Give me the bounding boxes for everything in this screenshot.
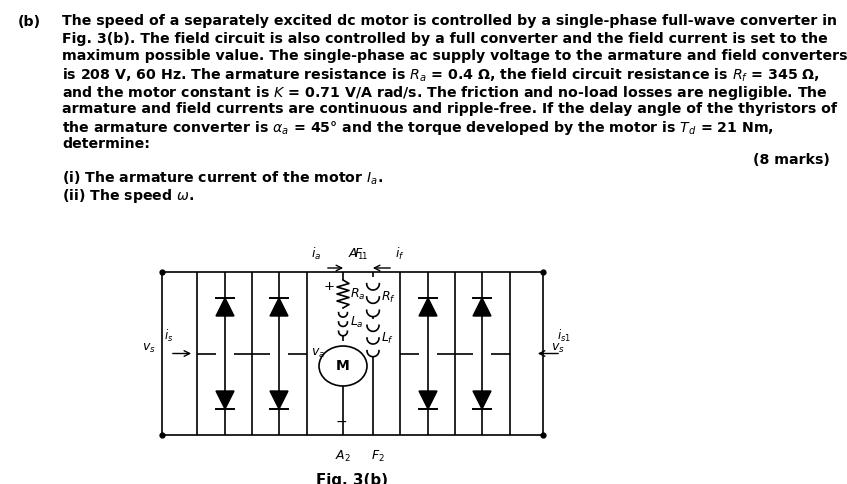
Text: $R_f$: $R_f$ (381, 289, 396, 304)
Text: $i_s$: $i_s$ (164, 329, 174, 345)
Text: armature and field currents are continuous and ripple-free. If the delay angle o: armature and field currents are continuo… (62, 102, 837, 116)
Text: $R_a$: $R_a$ (350, 287, 365, 302)
Text: Fig. 3(b). The field circuit is also controlled by a full converter and the fiel: Fig. 3(b). The field circuit is also con… (62, 31, 828, 45)
Text: $v_a$: $v_a$ (311, 347, 325, 360)
Text: (i) The armature current of the motor $I_a$.: (i) The armature current of the motor $I… (62, 170, 383, 187)
Text: Fig. 3(b): Fig. 3(b) (317, 473, 389, 484)
Text: $v_s$: $v_s$ (551, 342, 565, 355)
Text: $L_f$: $L_f$ (381, 331, 394, 346)
Polygon shape (419, 391, 437, 409)
Text: (ii) The speed $\omega$.: (ii) The speed $\omega$. (62, 187, 194, 205)
Text: (b): (b) (18, 15, 42, 29)
Text: the armature converter is $\alpha_a$ = 45° and the torque developed by the motor: the armature converter is $\alpha_a$ = 4… (62, 119, 774, 137)
Text: $v_s$: $v_s$ (142, 342, 156, 355)
Text: is 208 V, 60 Hz. The armature resistance is $R_a$ = 0.4 Ω, the field circuit res: is 208 V, 60 Hz. The armature resistance… (62, 66, 820, 84)
Text: $F_2$: $F_2$ (371, 449, 385, 464)
Polygon shape (270, 391, 288, 409)
Text: $i_{s1}$: $i_{s1}$ (557, 329, 571, 345)
Polygon shape (473, 298, 491, 316)
Text: −: − (335, 415, 346, 429)
Text: determine:: determine: (62, 136, 150, 151)
Text: +: + (324, 280, 335, 293)
Polygon shape (216, 298, 234, 316)
Polygon shape (473, 391, 491, 409)
Text: (8 marks): (8 marks) (753, 153, 830, 167)
Polygon shape (270, 298, 288, 316)
Text: The speed of a separately excited dc motor is controlled by a single-phase full-: The speed of a separately excited dc mot… (62, 14, 837, 28)
Text: $i_a$: $i_a$ (311, 246, 321, 262)
Text: $F_1$: $F_1$ (354, 247, 368, 262)
Text: $A_2$: $A_2$ (335, 449, 351, 464)
Text: $A_1$: $A_1$ (348, 247, 364, 262)
Polygon shape (216, 391, 234, 409)
Text: $i_f$: $i_f$ (395, 246, 405, 262)
Text: maximum possible value. The single-phase ac supply voltage to the armature and f: maximum possible value. The single-phase… (62, 49, 847, 63)
Text: $L_a$: $L_a$ (350, 315, 363, 330)
Text: and the motor constant is $K$ = 0.71 V/A rad/s. The friction and no-load losses : and the motor constant is $K$ = 0.71 V/A… (62, 84, 828, 102)
Polygon shape (419, 298, 437, 316)
Text: M: M (336, 359, 350, 373)
